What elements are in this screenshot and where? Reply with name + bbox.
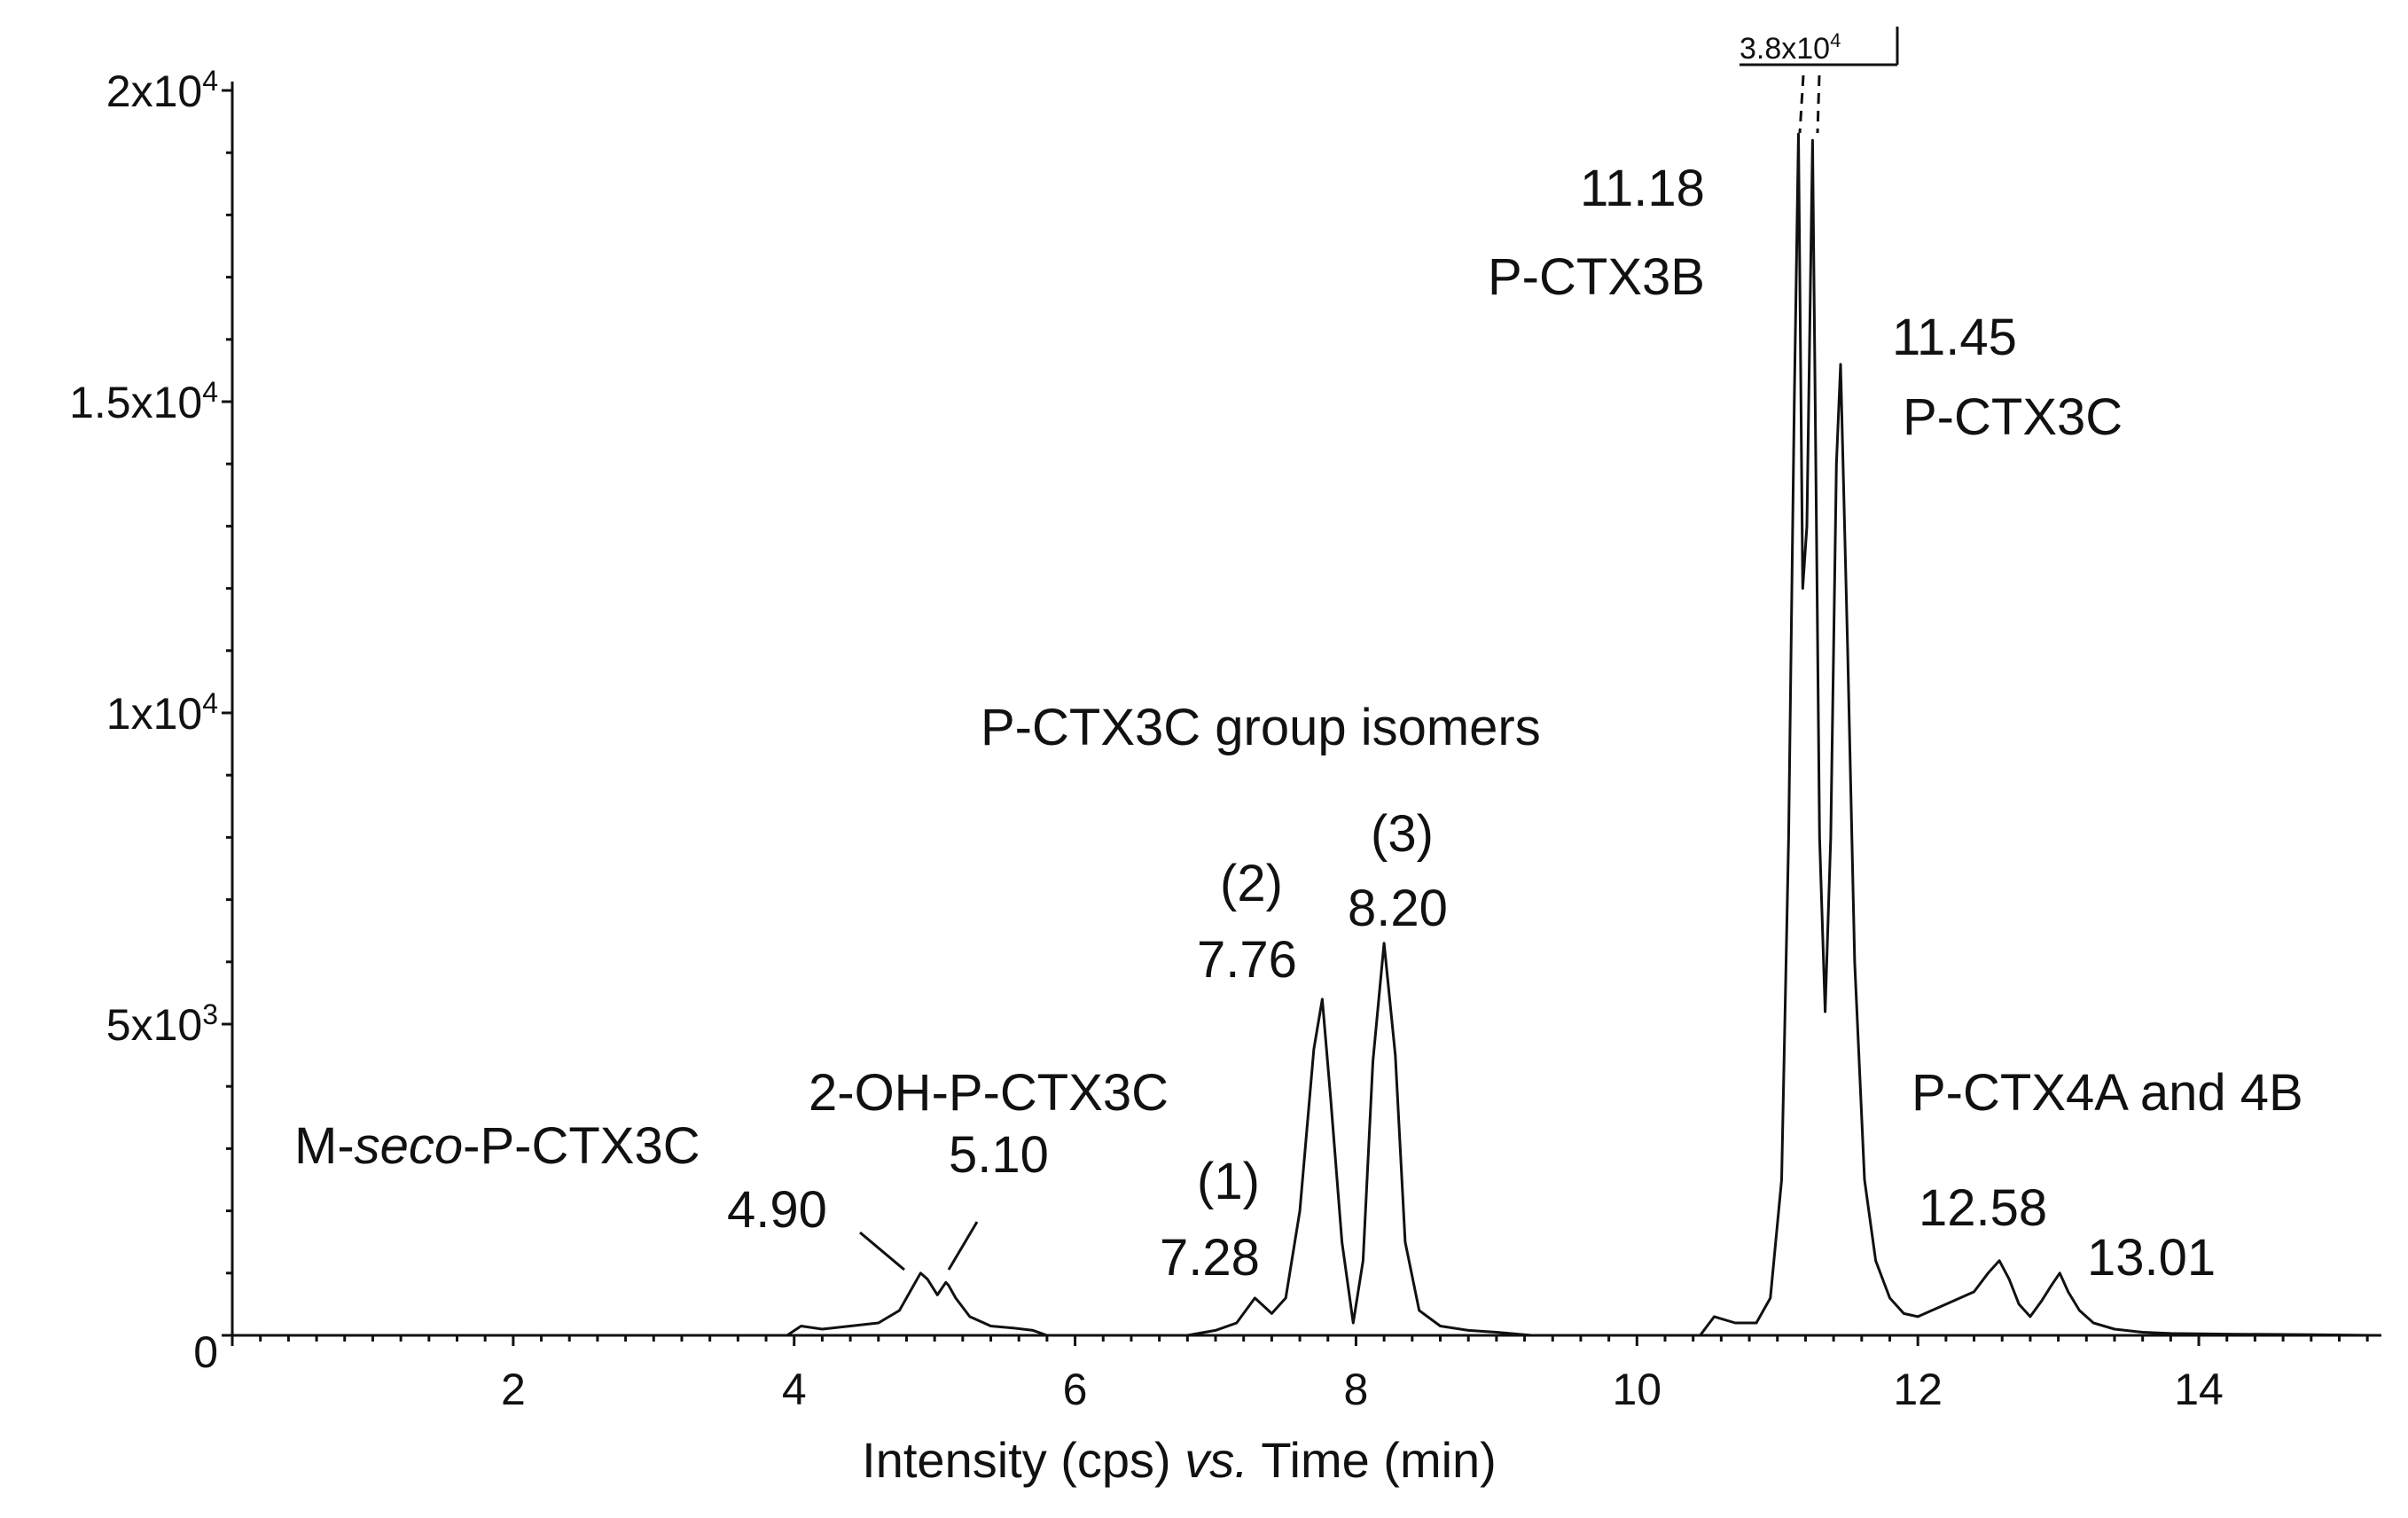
trace-segment-2: [1187, 942, 1532, 1337]
label-p4a-time: 12.58: [1919, 1179, 2047, 1237]
trace-segment-1: [786, 1272, 1048, 1337]
leader-line-oh: [947, 1221, 979, 1271]
overflow-label: 3.8x104: [1740, 29, 1841, 66]
label-oh-name: 2-OH-P-CTX3C: [809, 1064, 1169, 1122]
label-iso3-index: (3): [1371, 805, 1434, 863]
label-p3c-time: 11.45: [1892, 309, 2017, 366]
x-tick-label: 14: [2174, 1365, 2224, 1414]
leader-line-mseco: [859, 1231, 905, 1272]
y-tick-label: 1x104: [106, 687, 218, 739]
trace-segment-3: [1699, 132, 2382, 1337]
label-p3b-name: P-CTX3B: [1488, 248, 1705, 306]
x-axis-title: Intensity (cps) vs. Time (min): [862, 1432, 1497, 1488]
x-minor-ticks: [231, 1335, 2369, 1346]
label-iso2-time: 7.76: [1197, 931, 1297, 989]
axes: [231, 82, 2381, 1337]
label-p4-name: P-CTX4A and 4B: [1912, 1064, 2303, 1122]
y-tick-label: 5x103: [106, 998, 218, 1050]
overflow-marker: 3.8x104: [1740, 27, 1899, 134]
chromatogram-traces: [786, 132, 2382, 1337]
y-tick-label: 2x104: [106, 65, 218, 116]
label-group-isomers: P-CTX3C group isomers: [981, 699, 1541, 756]
x-tick-label: 12: [1893, 1365, 1943, 1414]
peak-annotations: 11.18 P-CTX3B 11.45 P-CTX3C P-CTX3C grou…: [294, 160, 2303, 1287]
label-iso3-time: 8.20: [1348, 880, 1448, 937]
label-iso1-time: 7.28: [1160, 1229, 1260, 1287]
y-tick-labels: 0 5x103 1x104 1.5x104 2x104: [69, 65, 218, 1377]
overflow-dash-left: [1798, 74, 1805, 134]
x-tick-label: 10: [1613, 1365, 1662, 1414]
label-p4b-time: 13.01: [2087, 1229, 2216, 1287]
x-tick-label: 2: [501, 1365, 526, 1414]
x-tick-label: 8: [1344, 1365, 1369, 1414]
label-oh-time: 5.10: [949, 1126, 1049, 1184]
x-tick-label: 4: [782, 1365, 807, 1414]
x-tick-labels: 2 4 6 8 10 12 14: [501, 1365, 2224, 1414]
label-mseco-name: M-seco-P-CTX3C: [294, 1117, 700, 1175]
label-iso2-index: (2): [1220, 855, 1283, 912]
y-tick-label: 1.5x104: [69, 376, 218, 427]
label-mseco-time: 4.90: [727, 1181, 827, 1239]
overflow-dash-right: [1816, 74, 1821, 134]
y-tick-label: 0: [193, 1327, 218, 1377]
x-tick-label: 6: [1063, 1365, 1088, 1414]
y-minor-ticks: [222, 89, 232, 1337]
label-iso1-index: (1): [1197, 1153, 1260, 1210]
label-p3b-time: 11.18: [1580, 160, 1705, 217]
label-p3c-name: P-CTX3C: [1903, 388, 2123, 446]
